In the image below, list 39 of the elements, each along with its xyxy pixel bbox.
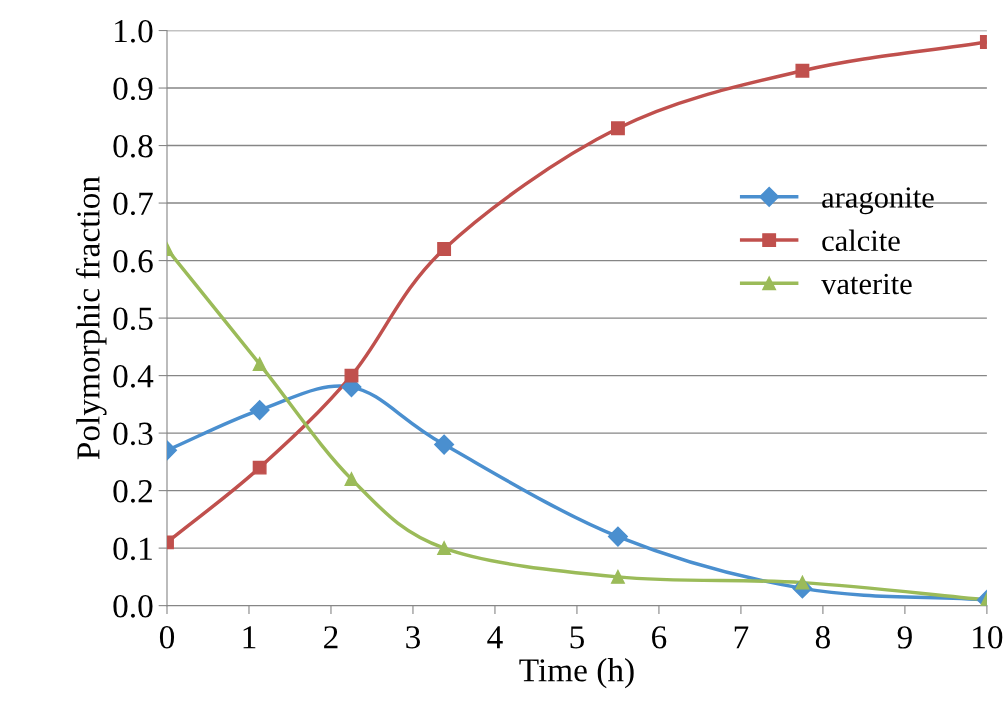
legend-label: aragonite <box>822 187 934 215</box>
y-tick-label: 0.5 <box>113 307 153 331</box>
point <box>437 541 452 556</box>
y-tick-label: 0.8 <box>113 134 153 158</box>
point <box>252 357 267 372</box>
point <box>437 242 452 257</box>
legend-label: vaterite <box>821 273 912 295</box>
point <box>434 434 455 455</box>
y-tick-label: 0.2 <box>113 480 152 503</box>
point <box>795 63 810 78</box>
y-tick-label: 0.6 <box>113 249 153 273</box>
point <box>344 472 359 487</box>
point <box>249 400 270 421</box>
x-tick-label: 2 <box>324 626 338 649</box>
y-axis-title: Polymorphic fraction <box>75 176 107 460</box>
y-tick-label: 0.3 <box>113 422 153 446</box>
x-tick-label: 6 <box>652 626 667 649</box>
point <box>344 368 359 383</box>
x-tick-label: 8 <box>815 626 830 649</box>
legend-label: calcite <box>822 229 900 252</box>
x-tick-label: 0 <box>159 626 175 649</box>
x-tick-label: 3 <box>406 626 420 649</box>
y-tick-label: 0.1 <box>113 537 152 561</box>
x-axis-title: Time (h) <box>519 658 634 689</box>
x-tick-label: 1 <box>243 626 256 649</box>
x-tick-label: 4 <box>487 626 503 649</box>
x-tick-label: 7 <box>734 626 749 649</box>
x-tick-label: 5 <box>570 626 584 649</box>
point <box>610 121 625 136</box>
x-tick-label: 9 <box>897 626 912 649</box>
y-tick-label: 1.0 <box>115 19 153 43</box>
point <box>252 460 267 475</box>
y-tick-label: 0.0 <box>113 595 153 618</box>
y-tick-label: 0.9 <box>113 77 153 101</box>
y-tick-label: 0.7 <box>113 192 153 216</box>
point <box>610 569 625 584</box>
y-tick-label: 0.4 <box>113 364 154 388</box>
x-tick-label: 10 <box>973 626 1003 649</box>
point <box>607 526 628 547</box>
